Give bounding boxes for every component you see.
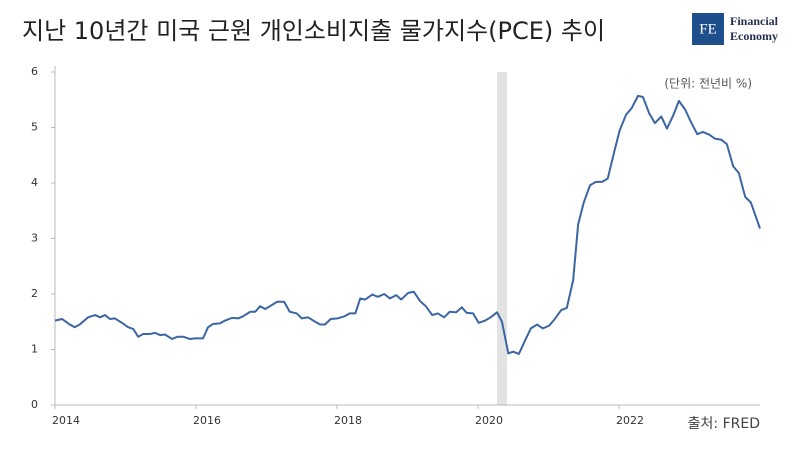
x-tick-label: 2022 — [616, 414, 644, 427]
y-tick-label: 4 — [31, 176, 38, 189]
logo-text: Financial — [730, 14, 779, 28]
logo-mark: FE — [699, 21, 717, 37]
x-tick-label: 2016 — [193, 414, 221, 427]
x-tick-label: 2020 — [475, 414, 503, 427]
y-tick-label: 6 — [31, 65, 38, 78]
unit-note: (단위: 전년비 %) — [664, 77, 752, 91]
y-tick-label: 3 — [31, 232, 38, 245]
y-tick-label: 5 — [31, 121, 38, 134]
y-tick-label: 2 — [31, 287, 38, 300]
source: 출처: FRED — [688, 416, 760, 432]
chart-title: 지난 10년간 미국 근원 개인소비지출 물가지수(PCE) 추이 — [22, 17, 605, 45]
logo-box — [692, 13, 724, 45]
x-tick-label: 2018 — [334, 414, 362, 427]
shaded-band — [497, 72, 507, 405]
x-tick-label: 2014 — [52, 414, 80, 427]
logo-text: Economy — [730, 29, 778, 43]
y-tick-label: 0 — [31, 398, 38, 411]
y-tick-label: 1 — [31, 343, 38, 356]
logo: FE Financial Economy — [692, 13, 779, 45]
data-line — [54, 94, 761, 355]
